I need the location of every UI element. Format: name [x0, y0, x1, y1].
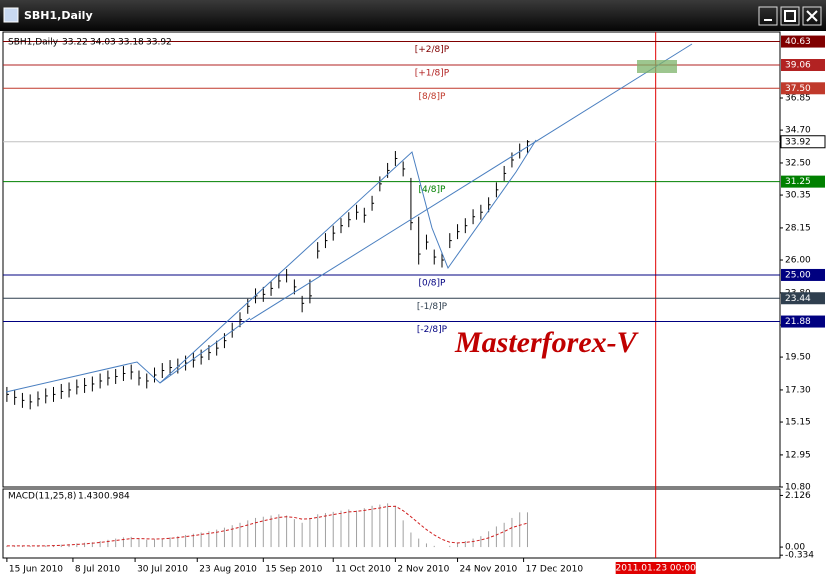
window-icon	[3, 7, 19, 23]
level-label: [+2/8]P	[415, 45, 450, 55]
y-tick-label: -0.334	[785, 551, 814, 561]
macd-panel	[2, 488, 781, 559]
x-tick-label: 11 Oct 2010	[335, 565, 391, 575]
x-tick-label: 15 Sep 2010	[265, 565, 322, 575]
level-value-box	[781, 268, 825, 281]
level-label: [-2/8]P	[417, 325, 448, 335]
x-tick-label: 24 Nov 2010	[460, 565, 518, 575]
x-tick-label: 2 Nov 2010	[397, 565, 449, 575]
ohlc-low: 33.18	[118, 38, 144, 48]
x-tick-label: 15 Jun 2010	[9, 565, 63, 575]
level-value-box	[781, 82, 825, 95]
x-tick-label: 17 Dec 2010	[526, 565, 584, 575]
y-tick-label: 34.70	[785, 126, 811, 136]
last-price-box	[780, 135, 826, 149]
level-label: [8/8]P	[419, 92, 447, 102]
date-marker-label: 2011.01.23 00:00	[616, 564, 697, 574]
symbol-label: SBH1,Daily	[8, 38, 59, 48]
level-label: [+1/8]P	[415, 69, 450, 79]
y-tick-label: 0.00	[785, 543, 805, 553]
y-tick-label: 30.35	[785, 191, 811, 201]
y-tick-label: 2.126	[785, 491, 811, 501]
y-tick-label: 36.85	[785, 94, 811, 104]
level-label: [0/8]P	[419, 278, 447, 288]
level-value: 23.44	[785, 294, 811, 304]
x-tick-label: 30 Jul 2010	[137, 565, 188, 575]
last-price-label: 33.92	[785, 137, 811, 147]
level-value-box	[781, 35, 825, 48]
level-label: [4/8]P	[419, 185, 447, 195]
level-value: 40.63	[785, 37, 811, 47]
title-bar	[0, 0, 826, 31]
ohlc-open: 33.22	[62, 38, 88, 48]
y-tick-label: 10.80	[785, 483, 811, 493]
level-value-box	[781, 59, 825, 72]
level-value: 37.50	[785, 84, 811, 94]
level-value-box	[781, 292, 825, 305]
minimize-button[interactable]	[758, 6, 778, 26]
trend-lines	[5, 43, 693, 393]
level-value-box	[781, 175, 825, 188]
y-tick-label: 19.50	[785, 353, 811, 363]
window-title: SBH1,Daily	[24, 9, 93, 22]
maximize-button[interactable]	[780, 6, 800, 26]
x-tick-label: 23 Aug 2010	[199, 565, 257, 575]
y-tick-label: 12.95	[785, 450, 811, 460]
x-tick-label: 8 Jul 2010	[75, 565, 120, 575]
y-tick-label: 26.00	[785, 256, 811, 266]
level-value: 21.88	[785, 317, 811, 327]
ohlc-close: 33.92	[146, 38, 172, 48]
target-zone	[637, 60, 677, 73]
signal-line	[6, 505, 528, 547]
level-label: [-1/8]P	[417, 302, 448, 312]
price-panel	[2, 31, 781, 488]
y-tick-label: 17.30	[785, 385, 811, 395]
macd-readout: 1.430	[78, 492, 104, 502]
date-marker-box	[615, 562, 696, 574]
ohlc-high: 34.03	[90, 38, 116, 48]
level-value: 31.25	[785, 177, 811, 187]
level-value: 25.00	[785, 270, 811, 280]
level-value-box	[781, 315, 825, 328]
y-tick-label: 32.50	[785, 158, 811, 168]
y-tick-label: 15.15	[785, 418, 811, 428]
macd-title: MACD(11,25,8)	[8, 492, 76, 502]
level-value: 39.06	[785, 61, 811, 71]
macd-readout: 0.984	[104, 492, 130, 502]
y-tick-label: 28.15	[785, 223, 811, 233]
close-button[interactable]	[802, 6, 822, 26]
watermark: Masterforex-V	[454, 326, 640, 359]
